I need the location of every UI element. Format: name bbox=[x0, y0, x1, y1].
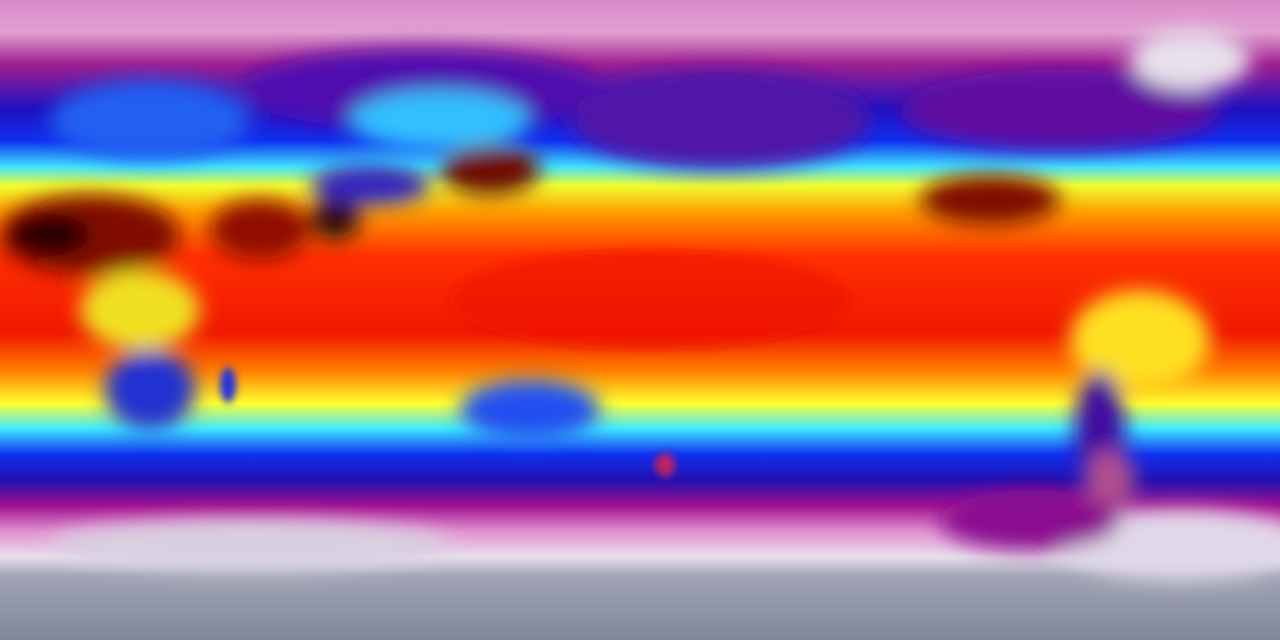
southern-africa bbox=[105, 350, 195, 430]
southern-purple bbox=[940, 490, 1120, 550]
pacific-warm-pool bbox=[450, 250, 850, 350]
south-america-warm bbox=[1070, 290, 1210, 390]
asia-cyan bbox=[350, 90, 530, 150]
greenland-ice bbox=[1130, 30, 1250, 90]
madagascar bbox=[220, 367, 236, 403]
canada-cold bbox=[900, 70, 1220, 150]
north-pacific-cold bbox=[570, 70, 870, 170]
europe-cool bbox=[50, 80, 250, 160]
land-and-features bbox=[0, 30, 1280, 580]
fine-detail bbox=[220, 250, 850, 477]
china-hot bbox=[440, 145, 540, 195]
patagonia bbox=[1085, 450, 1135, 510]
africa-central bbox=[80, 270, 200, 350]
antarctic-ice-west bbox=[50, 520, 450, 570]
india-hot bbox=[310, 200, 360, 240]
australia-cool bbox=[460, 380, 600, 440]
new-zealand bbox=[655, 453, 675, 477]
arabia-hot bbox=[210, 200, 310, 260]
tibet-cold bbox=[310, 165, 430, 205]
sahara-core bbox=[10, 215, 90, 255]
north-america-hot bbox=[920, 175, 1060, 225]
